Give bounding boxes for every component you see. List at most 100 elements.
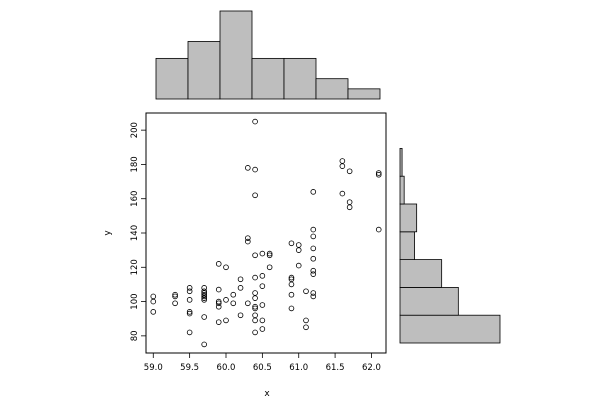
data-point xyxy=(215,300,222,307)
data-point xyxy=(237,276,244,283)
data-point xyxy=(186,288,193,295)
data-point xyxy=(237,285,244,291)
data-point xyxy=(215,319,222,325)
x-tick-label: 62.0 xyxy=(362,363,381,373)
x-hist-bar xyxy=(155,57,189,100)
data-point xyxy=(186,285,193,291)
y-tick-label: 100 xyxy=(130,293,140,309)
data-point xyxy=(346,204,353,211)
data-point xyxy=(252,312,258,319)
y-axis-label: y xyxy=(103,230,113,236)
x-tick-label: 59.0 xyxy=(144,363,163,373)
data-point xyxy=(252,118,258,125)
data-point xyxy=(288,276,295,283)
data-point xyxy=(150,293,157,300)
data-point xyxy=(266,250,273,257)
data-point xyxy=(215,261,222,267)
data-point xyxy=(215,298,222,305)
data-point xyxy=(310,255,317,262)
data-point xyxy=(295,262,302,269)
x-tick-label: 61.0 xyxy=(289,363,308,373)
data-point xyxy=(215,286,222,293)
y-tick-label: 200 xyxy=(130,122,140,138)
x-axis-label: x xyxy=(264,389,270,399)
y-axis: 80 100 120 140 160 180 200 xyxy=(130,122,146,341)
data-point xyxy=(252,303,258,310)
data-point xyxy=(245,300,251,307)
data-point xyxy=(201,314,207,320)
data-point xyxy=(310,290,317,296)
scatter-points xyxy=(150,118,382,348)
data-point xyxy=(186,309,193,315)
data-point xyxy=(303,288,309,295)
x-hist-bar xyxy=(251,57,285,100)
data-point xyxy=(339,163,346,169)
data-point xyxy=(310,267,317,274)
x-axis: 59.0 59.5 60.0 60.5 61.0 61.5 62.0 xyxy=(144,353,381,373)
data-point xyxy=(252,317,258,324)
data-point xyxy=(288,291,295,298)
data-point xyxy=(252,305,258,312)
data-point xyxy=(223,317,229,324)
data-point xyxy=(288,305,295,312)
plot-frame xyxy=(145,112,387,354)
data-point xyxy=(346,168,353,175)
data-point xyxy=(201,291,207,298)
data-point xyxy=(295,247,302,253)
y-tick-label: 140 xyxy=(130,225,140,241)
data-point xyxy=(259,283,266,289)
data-point xyxy=(172,291,178,298)
x-tick-label: 60.5 xyxy=(253,363,272,373)
data-point xyxy=(150,309,157,315)
data-point xyxy=(288,274,295,281)
y-hist-bar xyxy=(399,286,459,316)
x-hist-bar xyxy=(347,88,381,100)
data-point xyxy=(230,291,237,298)
data-point xyxy=(186,297,193,303)
data-point xyxy=(201,288,207,295)
data-point xyxy=(223,297,229,303)
data-point xyxy=(339,158,346,164)
data-point xyxy=(172,300,178,307)
data-point xyxy=(252,329,258,336)
data-point xyxy=(252,290,258,296)
x-histogram xyxy=(155,10,381,100)
data-point xyxy=(310,226,317,233)
data-point xyxy=(375,226,382,233)
data-point xyxy=(245,165,251,171)
y-tick-label: 120 xyxy=(130,259,140,275)
data-point xyxy=(252,192,258,199)
data-point xyxy=(186,329,193,336)
y-tick-label: 160 xyxy=(130,191,140,207)
data-point xyxy=(259,273,266,279)
y-tick-label: 80 xyxy=(130,330,140,341)
data-point xyxy=(252,166,258,173)
data-point xyxy=(310,189,317,195)
data-point xyxy=(201,285,207,291)
x-tick-label: 59.5 xyxy=(180,363,199,373)
data-point xyxy=(295,242,302,248)
y-hist-bar xyxy=(399,259,443,288)
x-hist-bar xyxy=(315,78,349,100)
data-point xyxy=(259,317,266,324)
data-point xyxy=(259,326,266,332)
data-point xyxy=(310,271,317,277)
data-point xyxy=(266,252,273,259)
data-point xyxy=(288,281,295,288)
data-point xyxy=(186,310,193,317)
data-point xyxy=(339,190,346,197)
x-tick-label: 61.5 xyxy=(326,363,345,373)
x-tick-label: 60.0 xyxy=(217,363,236,373)
y-tick-label: 180 xyxy=(130,156,140,172)
data-point xyxy=(230,300,237,307)
data-point xyxy=(346,199,353,205)
data-point xyxy=(266,264,273,271)
data-point xyxy=(252,274,258,281)
y-hist-bar xyxy=(399,314,501,344)
y-hist-bar xyxy=(399,175,405,205)
data-point xyxy=(245,238,251,245)
y-histogram xyxy=(399,147,501,344)
data-point xyxy=(259,250,266,257)
data-point xyxy=(375,170,382,176)
data-point xyxy=(259,302,266,308)
